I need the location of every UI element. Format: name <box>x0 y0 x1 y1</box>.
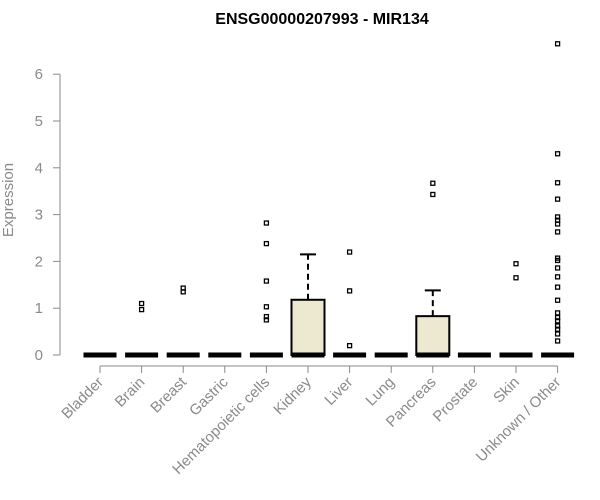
outlier-point <box>513 275 519 281</box>
outlier-point <box>263 317 270 323</box>
box-brain <box>125 300 159 358</box>
outlier-point <box>554 196 561 202</box>
outlier-point <box>263 220 270 226</box>
outlier-point <box>263 304 270 310</box>
outlier-point <box>554 318 561 324</box>
outlier-point <box>554 265 561 271</box>
box-kidney <box>290 253 326 358</box>
y-tick-label: 0 <box>35 347 43 364</box>
outlier-point <box>554 180 561 186</box>
y-tick-label: 5 <box>35 113 43 130</box>
y-axis: 0 1 2 3 4 5 6 <box>35 66 61 364</box>
outlier-point <box>430 191 436 198</box>
outlier-point <box>554 284 561 290</box>
outlier-point <box>180 285 186 291</box>
outlier-point <box>346 288 353 294</box>
outlier-point <box>554 229 561 235</box>
outlier-point <box>513 261 519 267</box>
outlier-point <box>138 306 145 313</box>
x-tick-label: Kidney <box>270 373 315 418</box>
outlier-point <box>554 217 561 223</box>
box-rect <box>290 298 326 356</box>
box-unknown-other <box>541 41 575 358</box>
outlier-point <box>554 214 561 220</box>
outlier-point <box>554 331 561 337</box>
outlier-point <box>554 323 561 329</box>
box-breast <box>166 285 200 358</box>
y-tick-label: 3 <box>35 207 43 224</box>
x-tick-label: Breast <box>147 373 190 416</box>
outlier-point <box>554 255 561 261</box>
y-tick-label: 4 <box>35 160 43 177</box>
outlier-point <box>554 338 561 344</box>
x-tick-label: Liver <box>321 374 356 409</box>
box-hematopoietic-cells <box>249 220 283 358</box>
box-liver <box>333 249 367 358</box>
outlier-point <box>554 274 561 280</box>
y-tick-label: 2 <box>35 253 43 270</box>
x-tick-label: Brain <box>112 374 149 411</box>
y-axis-label: Expression <box>0 163 17 237</box>
outlier-point <box>554 314 561 321</box>
outlier-point <box>263 240 270 247</box>
box-skin <box>499 261 533 358</box>
outlier-point <box>138 300 145 307</box>
box-series <box>83 41 575 358</box>
box-pancreas <box>415 180 451 358</box>
outlier-point <box>554 41 561 47</box>
outlier-point <box>346 342 353 349</box>
outlier-point <box>554 326 561 332</box>
outlier-point <box>554 297 561 303</box>
chart-title: ENSG00000207993 - MIR134 <box>215 11 429 28</box>
x-tick-label: Skin <box>490 374 523 407</box>
outlier-point <box>263 278 270 284</box>
x-tick-label: Prostate <box>430 374 482 426</box>
outlier-point <box>430 180 436 186</box>
box-rect <box>415 315 451 357</box>
x-tick-label: Lung <box>362 374 398 410</box>
outlier-point <box>263 313 270 320</box>
outlier-point <box>554 151 561 157</box>
x-tick-label: Bladder <box>58 374 107 423</box>
y-tick-label: 6 <box>35 66 43 83</box>
y-tick-label: 1 <box>35 300 43 317</box>
outlier-point <box>346 249 353 255</box>
outlier-point <box>554 310 561 316</box>
